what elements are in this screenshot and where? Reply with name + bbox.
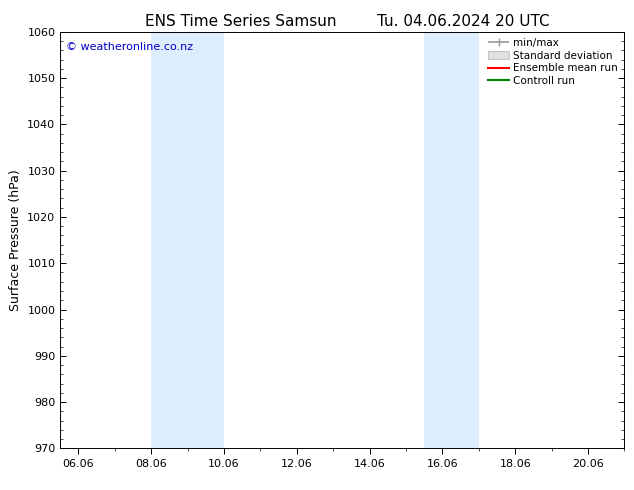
- Text: © weatheronline.co.nz: © weatheronline.co.nz: [66, 42, 193, 52]
- Bar: [424, 32, 479, 448]
- Bar: [152, 32, 224, 448]
- Legend: min/max, Standard deviation, Ensemble mean run, Controll run: min/max, Standard deviation, Ensemble me…: [486, 35, 621, 89]
- Text: Tu. 04.06.2024 20 UTC: Tu. 04.06.2024 20 UTC: [377, 14, 549, 29]
- Y-axis label: Surface Pressure (hPa): Surface Pressure (hPa): [9, 169, 22, 311]
- Text: ENS Time Series Samsun: ENS Time Series Samsun: [145, 14, 337, 29]
